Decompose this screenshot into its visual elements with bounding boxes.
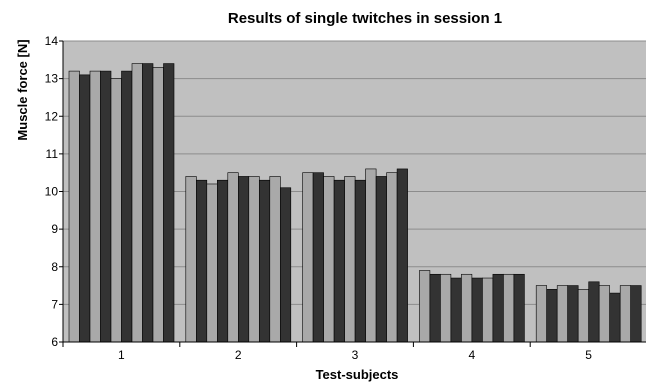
bar	[578, 289, 589, 342]
y-tick-label: 12	[45, 109, 59, 123]
y-tick-label: 11	[46, 147, 59, 161]
bar	[132, 64, 143, 342]
bar	[207, 184, 218, 342]
x-tick-label: 4	[468, 348, 475, 362]
bar	[472, 278, 483, 342]
bar	[451, 278, 462, 342]
bar	[547, 289, 558, 342]
bar	[238, 176, 249, 342]
bar	[334, 180, 345, 342]
y-axis-label: Muscle force [N]	[15, 39, 30, 140]
bar	[482, 278, 493, 342]
bar	[153, 67, 164, 342]
bar	[610, 293, 621, 342]
x-tick-labels: 1 2 3 4 5	[118, 348, 592, 362]
bar	[280, 188, 291, 342]
y-tick-labels: 6 7 8 9 10 11 12 13 14	[45, 34, 59, 349]
bar	[493, 274, 504, 342]
bar	[387, 173, 398, 342]
bar	[419, 271, 430, 342]
bar	[90, 71, 101, 342]
y-tick-label: 8	[51, 260, 58, 274]
bar	[557, 286, 568, 342]
bar	[568, 286, 579, 342]
y-tick-label: 14	[45, 34, 59, 48]
bar	[69, 71, 80, 342]
bar	[355, 180, 366, 342]
bar	[259, 180, 270, 342]
bar	[164, 64, 175, 342]
bar	[599, 286, 610, 342]
bar	[80, 75, 91, 342]
bar	[620, 286, 631, 342]
bar	[366, 169, 377, 342]
x-axis-label: Test-subjects	[316, 367, 399, 382]
bar	[536, 286, 547, 342]
y-tick-label: 7	[51, 297, 58, 311]
chart-title: Results of single twitches in session 1	[228, 10, 502, 27]
y-tick-label: 9	[51, 222, 58, 236]
bar	[430, 274, 441, 342]
bar	[589, 282, 600, 342]
bar	[503, 274, 514, 342]
bar	[217, 180, 228, 342]
bar	[228, 173, 239, 342]
bar	[303, 173, 314, 342]
bar	[345, 176, 356, 342]
bar	[376, 176, 387, 342]
bar	[249, 176, 259, 342]
y-tick-label: 10	[45, 185, 59, 199]
bar	[111, 79, 122, 342]
x-tick-label: 5	[585, 348, 592, 362]
bar	[122, 71, 133, 342]
bar	[101, 71, 112, 342]
bar	[397, 169, 408, 342]
bar	[186, 176, 197, 342]
bar	[461, 274, 472, 342]
x-tick-label: 1	[118, 348, 125, 362]
bar	[270, 176, 281, 342]
bar	[440, 274, 451, 342]
y-tick-label: 6	[51, 335, 58, 349]
bar	[143, 64, 154, 342]
bar	[324, 176, 335, 342]
x-tick-label: 2	[235, 348, 242, 362]
bar	[514, 274, 525, 342]
bar	[313, 173, 324, 342]
bar	[196, 180, 207, 342]
x-tick-label: 3	[352, 348, 359, 362]
bar	[631, 286, 642, 342]
y-tick-label: 13	[45, 72, 59, 86]
